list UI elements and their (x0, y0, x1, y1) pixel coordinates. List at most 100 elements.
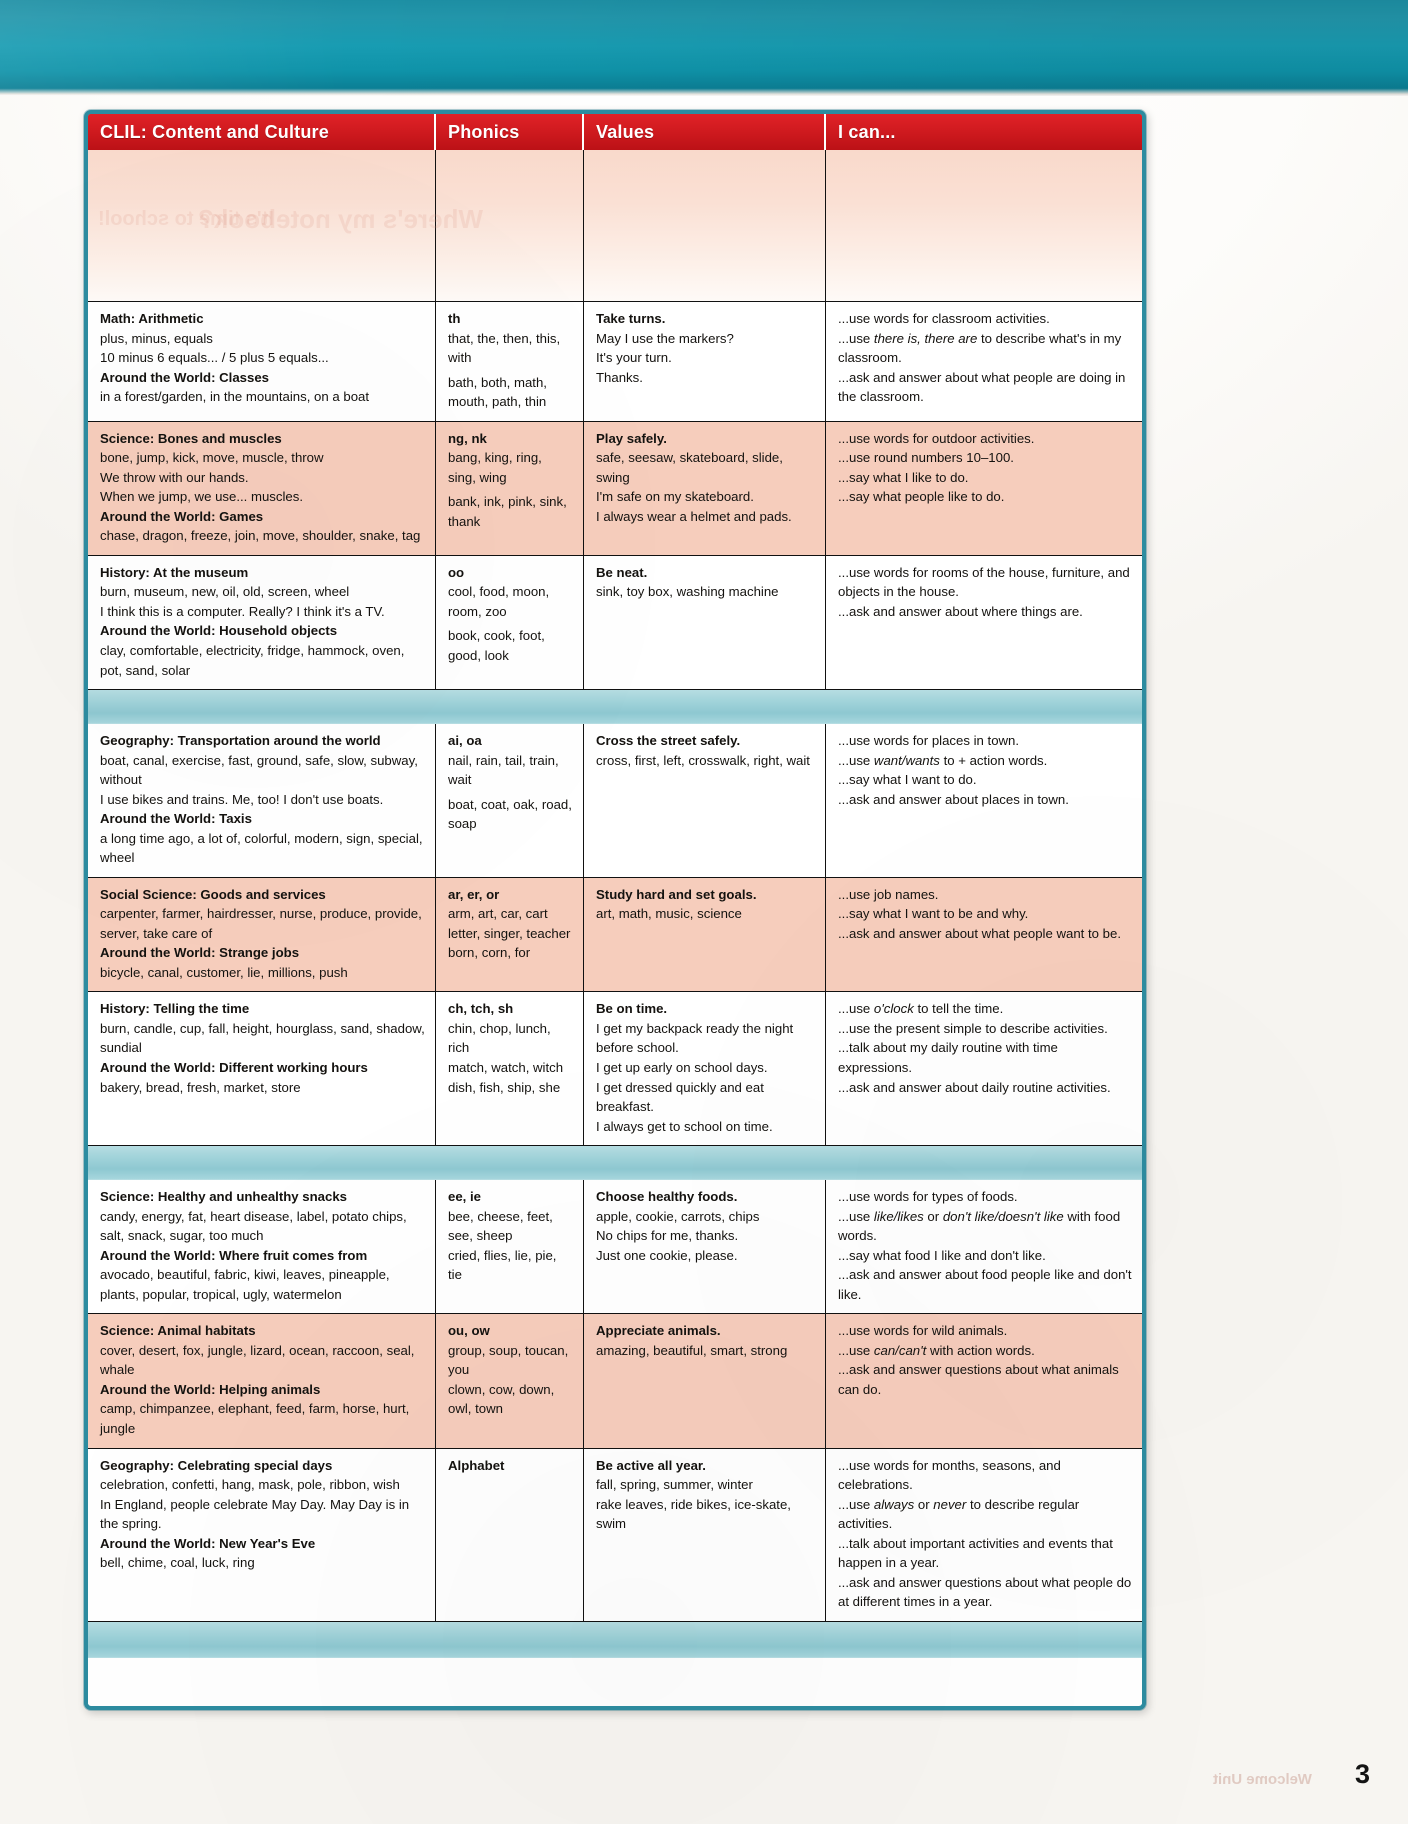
cell-clil-line: Geography: Celebrating special days (100, 1457, 333, 1473)
cell-clil-line: Geography: Transportation around the wor… (100, 733, 381, 749)
column-header-ican-label: I can... (838, 121, 896, 142)
table-row: History: At the museum burn, museum, new,… (88, 555, 1142, 691)
cell-phonics: ai, oa nail, rain, tail, train, wait boat,… (436, 724, 584, 878)
cell-clil-line: a long time ago, a lot of, colorful, mod… (100, 830, 423, 866)
cell-values-line: Thanks. (596, 369, 643, 385)
cell-clil-line: I think this is a computer. Really? I th… (100, 603, 385, 619)
cell-values: Play safely. safe, seesaw, skateboard, sl… (584, 421, 826, 556)
cell-values-line: Play safely. (596, 430, 667, 446)
cell-values: Study hard and set goals. art, math, musi… (584, 877, 826, 993)
cell-clil-line: Around the World: Helping animals (100, 1381, 321, 1397)
cell-ican: ...use words for rooms of the house, fur… (826, 555, 1142, 691)
ican-line: ...ask and answer questions about what p… (838, 1574, 1132, 1610)
cell-values-line: Be on time. (596, 1001, 668, 1017)
cell-phonics-line: ar, er, or (448, 886, 500, 902)
cell-values: Be on time. I get my backpack ready the n… (584, 992, 826, 1147)
cell-values-line: Cross the street safely. (596, 733, 741, 749)
cell-phonics: ar, er, or arm, art, car, cart letter, sin… (436, 877, 584, 993)
cell-values-line: Be neat. (596, 564, 648, 580)
column-header-clil-label: CLIL: Content and Culture (100, 121, 329, 142)
cell-clil-line: bicycle, canal, customer, lie, millions,… (100, 964, 348, 980)
cell-phonics-line: group, soup, toucan, you (448, 1342, 569, 1378)
artwork-cell-clil: Where's my notebook? (88, 150, 483, 302)
cell-phonics-line: letter, singer, teacher (448, 925, 571, 941)
cell-phonics-line: Alphabet (448, 1457, 505, 1473)
cell-clil-line: plus, minus, equals (100, 330, 213, 346)
cell-phonics-line: ch, tch, sh (448, 1001, 514, 1017)
cell-clil-line: We throw with our hands. (100, 469, 249, 485)
ican-line: ...ask and answer about places in town. (838, 791, 1069, 807)
cell-clil-line: Around the World: Where fruit comes from (100, 1247, 368, 1263)
ican-line: ...use words for types of foods. (838, 1189, 1018, 1205)
ican-line: ...ask and answer about where things are… (838, 603, 1083, 619)
cell-values: Cross the street safely. cross, first, le… (584, 724, 826, 878)
cell-values-line: Choose healthy foods. (596, 1189, 738, 1205)
ican-line: ...use words for wild animals. (838, 1323, 1008, 1339)
cell-ican: ...use words for wild animals. ...use can… (826, 1314, 1142, 1449)
column-header-phonics: Phonics (436, 114, 584, 150)
cell-clil: Social Science: Goods and services carpen… (88, 877, 436, 993)
cell-clil-line: Around the World: Strange jobs (100, 945, 300, 961)
cell-clil-line: clay, comfortable, electricity, fridge, … (100, 642, 405, 678)
cell-values-line: sink, toy box, washing machine (596, 584, 779, 600)
cell-values-line: I'm safe on my skateboard. (596, 489, 754, 505)
table-row: Science: Bones and muscles bone, jump, ki… (88, 421, 1142, 556)
cell-clil-line: Around the World: Different working hour… (100, 1060, 368, 1075)
cell-clil-line: Around the World: New Year's Eve (100, 1535, 316, 1551)
ican-line: ...use words for rooms of the house, fur… (838, 564, 1130, 600)
ican-line: ...use there is, there are to describe w… (838, 330, 1122, 366)
cell-values-line: May I use the markers? (596, 330, 734, 346)
ican-line: ...use words for outdoor activities. (838, 430, 1035, 446)
ican-line: ...say what food I like and don't like. (838, 1247, 1046, 1263)
unit-artwork-strip: Where's my notebook? It's time to school… (88, 150, 1142, 302)
cell-clil-line: avocado, beautiful, fabric, kiwi, leaves… (100, 1267, 390, 1302)
cell-values-line: Study hard and set goals. (596, 886, 757, 902)
cell-values-line: Appreciate animals. (596, 1323, 721, 1339)
table-row: Social Science: Goods and services carpen… (88, 877, 1142, 993)
column-header-values: Values (584, 114, 826, 150)
cell-clil-line: Science: Bones and muscles (100, 430, 282, 446)
cell-phonics-line: match, watch, witch (448, 1060, 564, 1075)
cell-clil-line: burn, museum, new, oil, old, screen, whe… (100, 584, 350, 600)
ican-line: ...use words for classroom activities. (838, 311, 1050, 326)
footer-ghost-text: Welcome Unit (1213, 1771, 1312, 1788)
cell-clil-line: Social Science: Goods and services (100, 886, 326, 902)
cell-clil: Science: Animal habitats cover, desert, f… (88, 1314, 436, 1449)
page-top-teal-banner (0, 0, 1408, 96)
table-row: Geography: Celebrating special days celeb… (88, 1448, 1142, 1622)
cell-clil-line: camp, chimpanzee, elephant, feed, farm, … (100, 1401, 410, 1436)
table-row: Science: Healthy and unhealthy snacks can… (88, 1180, 1142, 1315)
cell-clil: Math: Arithmetic plus, minus, equals 10 mi… (88, 302, 436, 422)
cell-clil-line: bone, jump, kick, move, muscle, throw (100, 450, 324, 466)
column-header-ican: I can... (826, 114, 1142, 150)
cell-values-line: safe, seesaw, skateboard, slide, swing (596, 450, 783, 485)
table-row: Geography: Transportation around the wor… (88, 724, 1142, 878)
cell-values-line: I always wear a helmet and pads. (596, 508, 792, 524)
cell-values: Choose healthy foods. apple, cookie, carr… (584, 1180, 826, 1315)
cell-values: Take turns. May I use the markers? It's yo… (584, 302, 826, 422)
cell-phonics: ou, ow group, soup, toucan, you clown, cow… (436, 1314, 584, 1449)
cell-phonics-line: arm, art, car, cart (448, 906, 548, 922)
ican-line: ...say what I like to do. (838, 469, 969, 485)
cell-phonics-line: cool, food, moon, room, zoo (448, 584, 550, 619)
table-row: Math: Arithmetic plus, minus, equals 10 mi… (88, 302, 1142, 422)
cell-clil-line: I use bikes and trains. Me, too! I don't… (100, 791, 384, 807)
ican-line: ...use can/can't with action words. (838, 1342, 1035, 1358)
cell-phonics: th that, the, then, this, with bath, both,… (436, 302, 584, 422)
artwork-cell-ican: It's time to school! (98, 150, 1142, 302)
ican-line: ...talk about important activities and e… (838, 1535, 1113, 1571)
cell-clil: Science: Healthy and unhealthy snacks can… (88, 1180, 436, 1315)
cell-values-line: I get up early on school days. (596, 1060, 768, 1075)
table-header-row: CLIL: Content and Culture Phonics Values… (88, 114, 1142, 150)
cell-clil-line: Around the World: Classes (100, 369, 270, 385)
cell-phonics-line: clown, cow, down, owl, town (448, 1381, 555, 1417)
cell-values-line: Be active all year. (596, 1457, 706, 1473)
cell-phonics-line: that, the, then, this, with (448, 330, 561, 366)
cell-phonics-line: bath, both, math, mouth, path, thin (448, 374, 547, 410)
cell-clil-line: When we jump, we use... muscles. (100, 489, 304, 505)
ican-line: ...ask and answer about daily routine ac… (838, 1079, 1111, 1095)
ican-line: ...say what people like to do. (838, 489, 1005, 505)
cell-ican: ...use words for places in town. ...use w… (826, 724, 1142, 878)
cell-phonics-line: bang, king, ring, sing, wing (448, 450, 542, 485)
cell-ican: ...use words for classroom activities...… (826, 302, 1142, 422)
